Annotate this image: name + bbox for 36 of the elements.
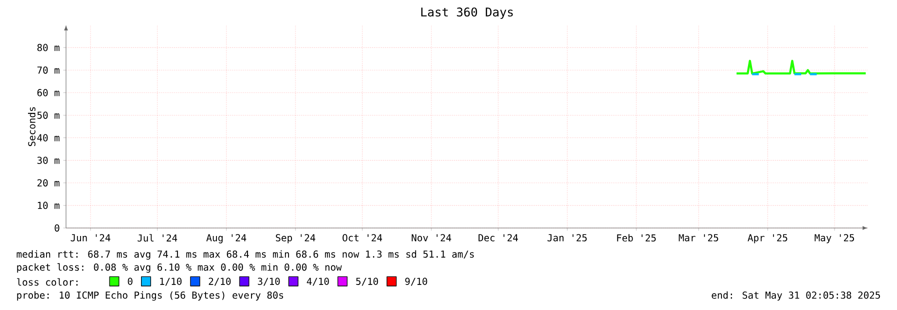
x-tick-label: Jan '25: [548, 234, 587, 242]
x-tick-label: Oct '24: [342, 234, 382, 242]
x-tick-label: Apr '25: [748, 234, 788, 244]
y-tick-label: 60 m: [37, 89, 60, 96]
legend-label: 3/10: [258, 278, 280, 286]
y-axis-title: Seconds: [28, 107, 36, 146]
y-tick-label: 30 m: [37, 156, 60, 164]
y-tick-label: 0: [54, 224, 60, 232]
x-tick-label: Sep '24: [276, 234, 316, 244]
chart-title: Last 360 Days: [421, 7, 513, 19]
legend-label: 0: [128, 278, 132, 285]
x-tick-label: Aug '24: [206, 234, 246, 244]
line-series: [735, 60, 867, 75]
x-tick-label: Dec '24: [478, 234, 518, 242]
x-tick-label: Jun '24: [70, 234, 110, 242]
y-tick-label: 10 m: [38, 202, 60, 210]
legend-label: 4/10: [306, 278, 329, 286]
legend-title: loss color:: [17, 278, 78, 286]
x-tick-label: Jul '24: [138, 234, 178, 242]
legend-label: 5/10: [356, 278, 378, 286]
text: end: Sat May 31 02:05:38 2025: [712, 291, 880, 301]
y-tick-label: 70 m: [37, 66, 60, 74]
x-tick-label: May '25: [814, 234, 854, 244]
text: probe: 10 ICMP Echo Pings (56 Bytes) every 80s: [17, 291, 284, 301]
x-tick-label: Feb '25: [617, 234, 656, 242]
y-tick-label: 80 m: [37, 44, 60, 52]
legend-label: 2/10: [208, 278, 231, 286]
x-tick-label: Nov '24: [412, 234, 452, 242]
x-tick-label: Mar '25: [678, 234, 718, 242]
y-tick-label: 20 m: [37, 179, 60, 186]
text: median rtt: 68.7 ms avg 74.1 ms max 68.4 ms min 68.6 ms now 1.3 ms sd 51.1 am/s: [16, 250, 474, 260]
y-tick-label: 50 m: [37, 112, 60, 119]
legend-label: 9/10: [405, 278, 428, 286]
text: packet loss: 0.08 % avg 6.10 % max 0.00 % min 0.00 % now: [17, 263, 342, 273]
y-tick-label: 40 m: [37, 134, 60, 142]
legend-label: 1/10: [160, 278, 182, 286]
